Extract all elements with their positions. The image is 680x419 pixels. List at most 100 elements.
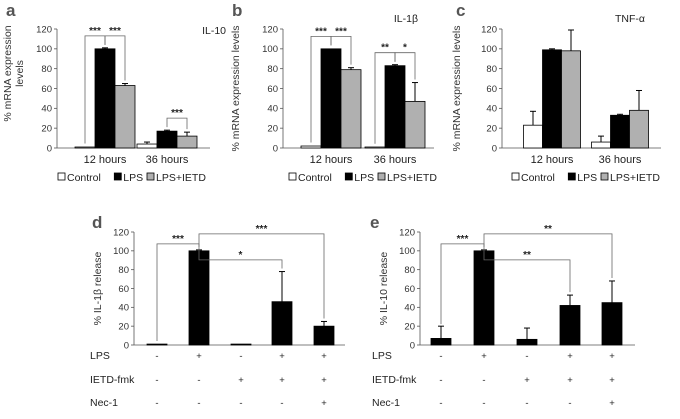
category-label-c: 12 hours — [531, 154, 574, 166]
y-tick-label-b: 80 — [267, 64, 278, 75]
legend-label-b: LPS+IETD — [387, 172, 437, 184]
treatment-mark-e: - — [439, 398, 442, 409]
y-tick-label-e: 20 — [404, 321, 415, 332]
y-tick-label-d: 0 — [124, 340, 129, 351]
treatment-mark-d: - — [280, 398, 283, 409]
treatment-mark-d: - — [197, 375, 200, 386]
treatment-mark-e: + — [567, 375, 573, 386]
significance-bracket-d — [198, 233, 325, 319]
panel-letter-c: c — [456, 1, 465, 20]
significance-bracket-d-label: *** — [172, 234, 184, 245]
legend-label-c: Control — [521, 172, 555, 184]
bar-d-2 — [188, 250, 210, 346]
legend-label-a: LPS+IETD — [156, 172, 206, 184]
treatment-mark-e: - — [482, 375, 485, 386]
y-tick-label-c: 20 — [486, 123, 497, 134]
significance-bracket-d — [198, 247, 283, 269]
significance-bracket-e — [483, 247, 571, 293]
y-tick-label-e: 100 — [399, 246, 415, 257]
bar-c-lps — [610, 114, 630, 149]
y-axis-label-b: % mRNA expression levels — [230, 25, 242, 151]
y-tick-label-c: 40 — [486, 104, 497, 115]
legend-label-c: LPS — [577, 172, 597, 184]
y-tick-label-b: 120 — [262, 24, 278, 35]
y-tick-label-b: 60 — [267, 84, 278, 95]
y-tick-label-c: 100 — [481, 44, 497, 55]
treatment-mark-e: - — [439, 375, 442, 386]
legend-swatch-a — [146, 172, 155, 181]
significance-bracket-a-label: *** — [89, 26, 101, 37]
bar-a-lps-ietd — [114, 85, 136, 149]
treatment-mark-e: - — [482, 398, 485, 409]
legend-label-c: LPS+IETD — [610, 172, 660, 184]
y-tick-label-a: 40 — [41, 104, 52, 115]
treatment-label-e: IETD-fmk — [372, 374, 417, 386]
y-tick-label-d: 40 — [118, 303, 129, 314]
y-tick-label-e: 120 — [399, 227, 415, 238]
legend-swatch-c — [511, 172, 520, 181]
bar-c-control — [523, 124, 543, 149]
bar-b-lps — [384, 65, 406, 149]
bar-e-4 — [559, 305, 581, 346]
bar-a-lps-ietd — [176, 135, 198, 149]
y-tick-label-d: 80 — [118, 265, 129, 276]
panel-letter-a: a — [6, 1, 16, 20]
y-tick-label-e: 80 — [404, 265, 415, 276]
y-tick-label-d: 120 — [113, 227, 129, 238]
significance-bracket-b-label: *** — [335, 26, 347, 37]
legend-swatch-b — [288, 172, 297, 181]
category-label-c: 36 hours — [599, 154, 642, 166]
bar-e-1 — [430, 338, 452, 346]
y-tick-label-b: 0 — [273, 143, 278, 154]
treatment-label-e: LPS — [372, 350, 392, 362]
bar-b-control — [300, 145, 322, 149]
y-tick-label-d: 20 — [118, 321, 129, 332]
y-tick-label-a: 0 — [47, 143, 52, 154]
bar-a-lps — [94, 48, 116, 149]
treatment-mark-e: + — [567, 351, 573, 362]
bar-d-3 — [230, 343, 252, 346]
y-tick-label-c: 80 — [486, 64, 497, 75]
treatment-mark-e: - — [525, 351, 528, 362]
legend-swatch-a — [57, 172, 66, 181]
treatment-mark-e: + — [609, 398, 615, 409]
panel-letter-b: b — [232, 1, 242, 20]
treatment-mark-d: + — [279, 351, 285, 362]
bar-d-1 — [146, 343, 168, 346]
treatment-mark-d: + — [238, 375, 244, 386]
y-tick-label-a: 60 — [41, 84, 52, 95]
y-tick-label-a: 20 — [41, 123, 52, 134]
category-label-a: 36 hours — [146, 154, 189, 166]
chart-title-a: IL-10 — [202, 25, 226, 37]
bar-a-control — [74, 146, 96, 149]
legend-label-b: LPS — [354, 172, 374, 184]
treatment-mark-e: + — [524, 375, 530, 386]
treatment-mark-d: - — [239, 351, 242, 362]
bar-a-lps — [156, 130, 178, 149]
y-tick-label-c: 60 — [486, 84, 497, 95]
legend-swatch-c — [600, 172, 609, 181]
treatment-label-d: IETD-fmk — [90, 374, 135, 386]
bar-b-lps-ietd — [340, 69, 362, 149]
y-tick-label-e: 60 — [404, 284, 415, 295]
category-label-a: 12 hours — [84, 154, 127, 166]
y-tick-label-e: 40 — [404, 303, 415, 314]
legend-label-a: Control — [67, 172, 101, 184]
treatment-mark-d: - — [239, 398, 242, 409]
legend-label-a: LPS — [123, 172, 143, 184]
treatment-mark-e: - — [525, 398, 528, 409]
legend-swatch-b — [377, 172, 386, 181]
treatment-mark-d: - — [155, 375, 158, 386]
significance-bracket-a-label: *** — [171, 108, 183, 119]
significance-bracket-d-label: *** — [256, 224, 268, 235]
significance-bracket-b — [330, 35, 352, 65]
legend-swatch-b — [344, 172, 353, 181]
bar-e-3 — [516, 338, 538, 346]
significance-bracket-b-label: ** — [381, 43, 389, 54]
y-axis-label-c: % mRNA expression levels — [451, 25, 463, 151]
bar-e-2 — [473, 250, 495, 346]
bar-c-control — [591, 141, 611, 149]
treatment-mark-e: + — [481, 351, 487, 362]
